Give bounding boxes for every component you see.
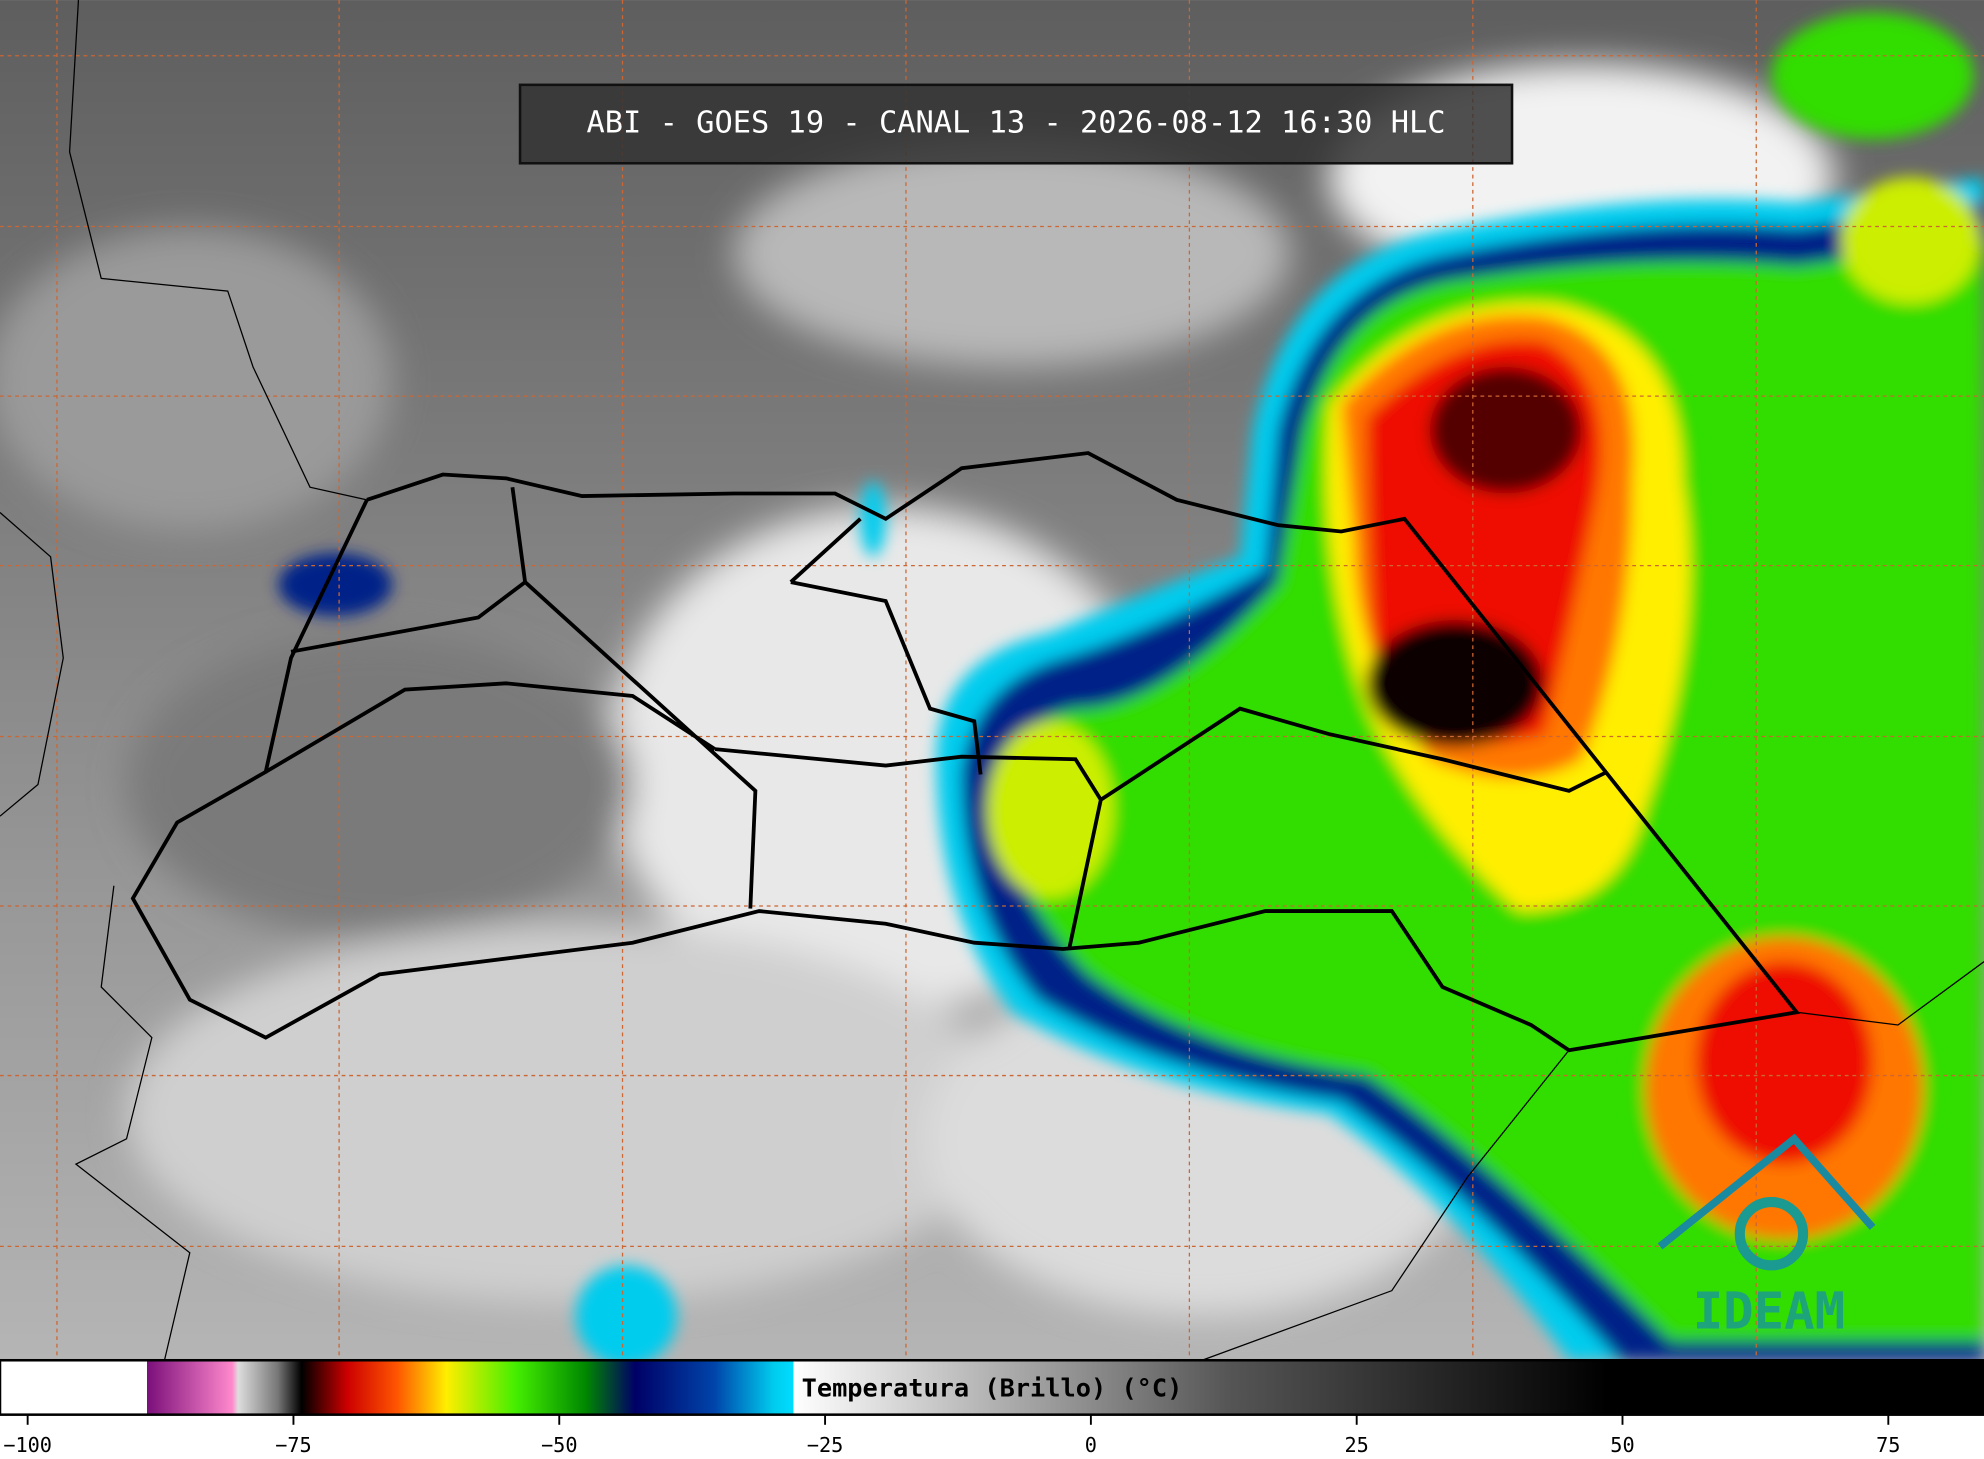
colorbar: Temperatura (Brillo) (°C) −100 −75 −50 −25 0… (0, 1358, 1984, 1457)
colorbar-tick-label: −100 (3, 1433, 52, 1457)
title-box: ABI - GOES 19 - CANAL 13 - 2026-08-12 16… (518, 83, 1514, 165)
colorbar-tick-label: 25 (1345, 1433, 1369, 1457)
colorbar-tick-label: 75 (1876, 1433, 1900, 1457)
colorbar-tick-label: −50 (541, 1433, 578, 1457)
logo-text: IDEAM (1693, 1282, 1845, 1341)
colorbar-tick-label: −25 (807, 1433, 844, 1457)
imagery (0, 0, 1984, 1367)
logo: IDEAM (1657, 1133, 1876, 1341)
colorbar-tick-label: 50 (1610, 1433, 1634, 1457)
colorbar-tick-label: 0 (1085, 1433, 1097, 1457)
colorbar-tick-label: −75 (275, 1433, 312, 1457)
colorbar-label: Temperatura (Brillo) (°C) (802, 1373, 1183, 1402)
borders (0, 0, 1984, 1361)
title: ABI - GOES 19 - CANAL 13 - 2026-08-12 16… (587, 106, 1446, 141)
